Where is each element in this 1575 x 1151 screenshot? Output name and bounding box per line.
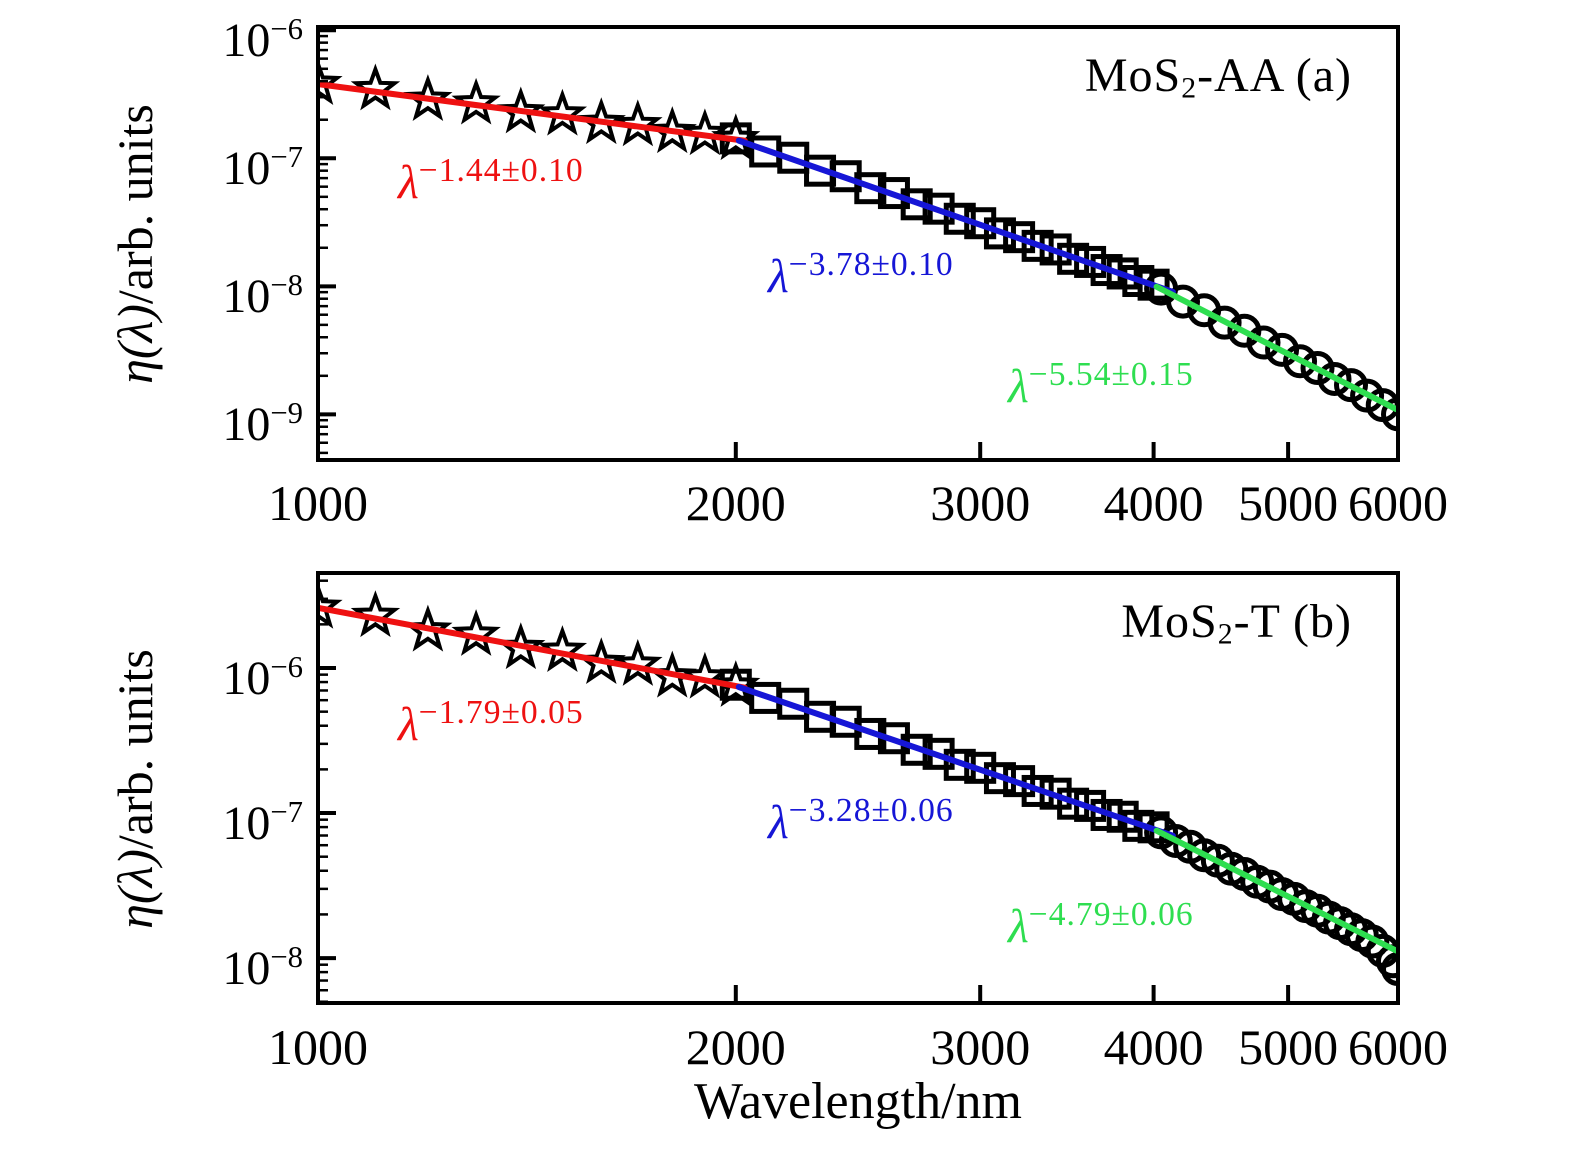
lambda-symbol: λ — [398, 155, 419, 209]
fit-line-fit-short — [318, 81, 748, 144]
panel-a-fit-label-blue: λ−3.78±0.10 — [768, 246, 954, 304]
data-point-star — [451, 609, 501, 656]
x-tick-label: 1000 — [268, 1019, 368, 1075]
data-point-star — [350, 590, 401, 638]
panel-b-plot-area — [318, 581, 1398, 987]
data-point-star — [537, 625, 588, 672]
panel-a-series-circles — [1144, 271, 1398, 432]
x-tick-label: 1000 — [268, 475, 368, 531]
panel-b-title: MoS2-T (b) — [952, 594, 1352, 652]
panel-a-fit-label-green: λ−5.54±0.15 — [1008, 356, 1194, 414]
data-point-circle — [1166, 284, 1201, 319]
panel-b-fit-label-green: λ−4.79±0.06 — [1008, 896, 1194, 954]
panel-b-title-suffix: -T (b) — [1233, 595, 1352, 648]
panel-a-title-suffix: -AA (a) — [1197, 49, 1352, 102]
lambda-symbol: λ — [1008, 899, 1029, 953]
data-point-circle — [1317, 361, 1352, 396]
lambda-symbol: λ — [768, 249, 789, 303]
data-point-star — [451, 77, 501, 125]
data-point-star — [350, 63, 401, 111]
panel-a-plot-area — [318, 58, 1398, 432]
fit-exponent: −5.54±0.15 — [1028, 356, 1194, 393]
panel-a-title-text: MoS — [1084, 49, 1182, 102]
data-point-star — [318, 581, 343, 629]
y-tick-label: 10−8 — [222, 268, 303, 324]
x-tick-label: 4000 — [1103, 1019, 1204, 1075]
data-point-circle — [1381, 952, 1398, 987]
y-tick-label: 10−7 — [222, 140, 303, 196]
y-tick-label: 10−6 — [222, 12, 303, 68]
y-axis-label-math: η(λ) — [107, 304, 163, 384]
lambda-symbol: λ — [768, 795, 789, 849]
data-point-square — [1074, 245, 1107, 278]
y-tick-label: 10−8 — [222, 940, 303, 995]
fit-exponent: −1.79±0.05 — [418, 694, 584, 731]
lambda-symbol: λ — [1008, 359, 1029, 413]
panel-a-frame — [316, 25, 1400, 462]
fit-exponent: −3.78±0.10 — [788, 246, 954, 283]
panel-b-title-text: MoS — [1121, 595, 1218, 648]
panel-b-fit-label-blue: λ−3.28±0.06 — [768, 792, 954, 850]
x-tick-label: 4000 — [1103, 475, 1204, 531]
panel-b-fit-label-red: λ−1.79±0.05 — [398, 694, 584, 752]
panel-a-title: MoS2-AA (a) — [952, 48, 1352, 106]
data-point-star — [680, 651, 730, 699]
x-tick-label: 5000 — [1238, 1019, 1339, 1075]
panel-b-series-circles — [1144, 815, 1398, 987]
data-point-circle — [1283, 344, 1318, 379]
x-tick-label: 3000 — [930, 475, 1031, 531]
data-point-circle — [1207, 305, 1242, 340]
data-point-square — [1090, 254, 1123, 287]
fit-line-fit-long — [1153, 827, 1398, 954]
x-tick-label: 2000 — [685, 1019, 786, 1075]
data-point-circle — [1246, 325, 1281, 360]
fit-line-fit-short — [318, 604, 748, 691]
fit-line-fit-mid — [735, 683, 1176, 839]
data-point-star — [613, 639, 663, 686]
x-tick-label: 3000 — [930, 1019, 1031, 1075]
data-point-star — [318, 58, 343, 105]
data-point-star — [680, 108, 730, 156]
data-point-circle — [1381, 397, 1398, 432]
data-point-star — [613, 99, 663, 147]
data-point-star — [647, 106, 697, 154]
data-point-square — [1021, 229, 1054, 262]
data-point-square — [943, 202, 976, 235]
fit-line-fit-mid — [735, 137, 1176, 295]
panel-b-frame — [316, 571, 1400, 1005]
data-point-square — [1003, 221, 1036, 254]
fit-exponent: −3.28±0.06 — [788, 792, 954, 829]
fit-exponent: −4.79±0.06 — [1028, 896, 1194, 933]
panel-a-title-subscript: 2 — [1181, 71, 1198, 105]
y-axis-label-math: η(λ) — [107, 849, 163, 929]
data-point-circle — [1355, 924, 1390, 959]
x-tick-label: 5000 — [1238, 475, 1339, 531]
data-point-circle — [1265, 332, 1300, 367]
data-point-star — [537, 88, 588, 136]
y-tick-label: 10−6 — [222, 650, 303, 705]
x-tick-label: 6000 — [1348, 475, 1448, 531]
y-tick-label: 10−9 — [222, 396, 303, 452]
x-tick-label: 2000 — [685, 475, 786, 531]
y-tick-label: 10−7 — [222, 795, 303, 850]
data-point-circle — [1300, 351, 1335, 386]
panel-a-fit-label-red: λ−1.44±0.10 — [398, 152, 584, 210]
fit-exponent: −1.44±0.10 — [418, 152, 584, 189]
lambda-symbol: λ — [398, 697, 419, 751]
panel-b-title-subscript: 2 — [1217, 617, 1234, 651]
x-axis-label: Wavelength/nm — [694, 1073, 1022, 1130]
x-tick-label: 6000 — [1348, 1019, 1448, 1075]
fit-line-fit-long — [1153, 283, 1398, 413]
